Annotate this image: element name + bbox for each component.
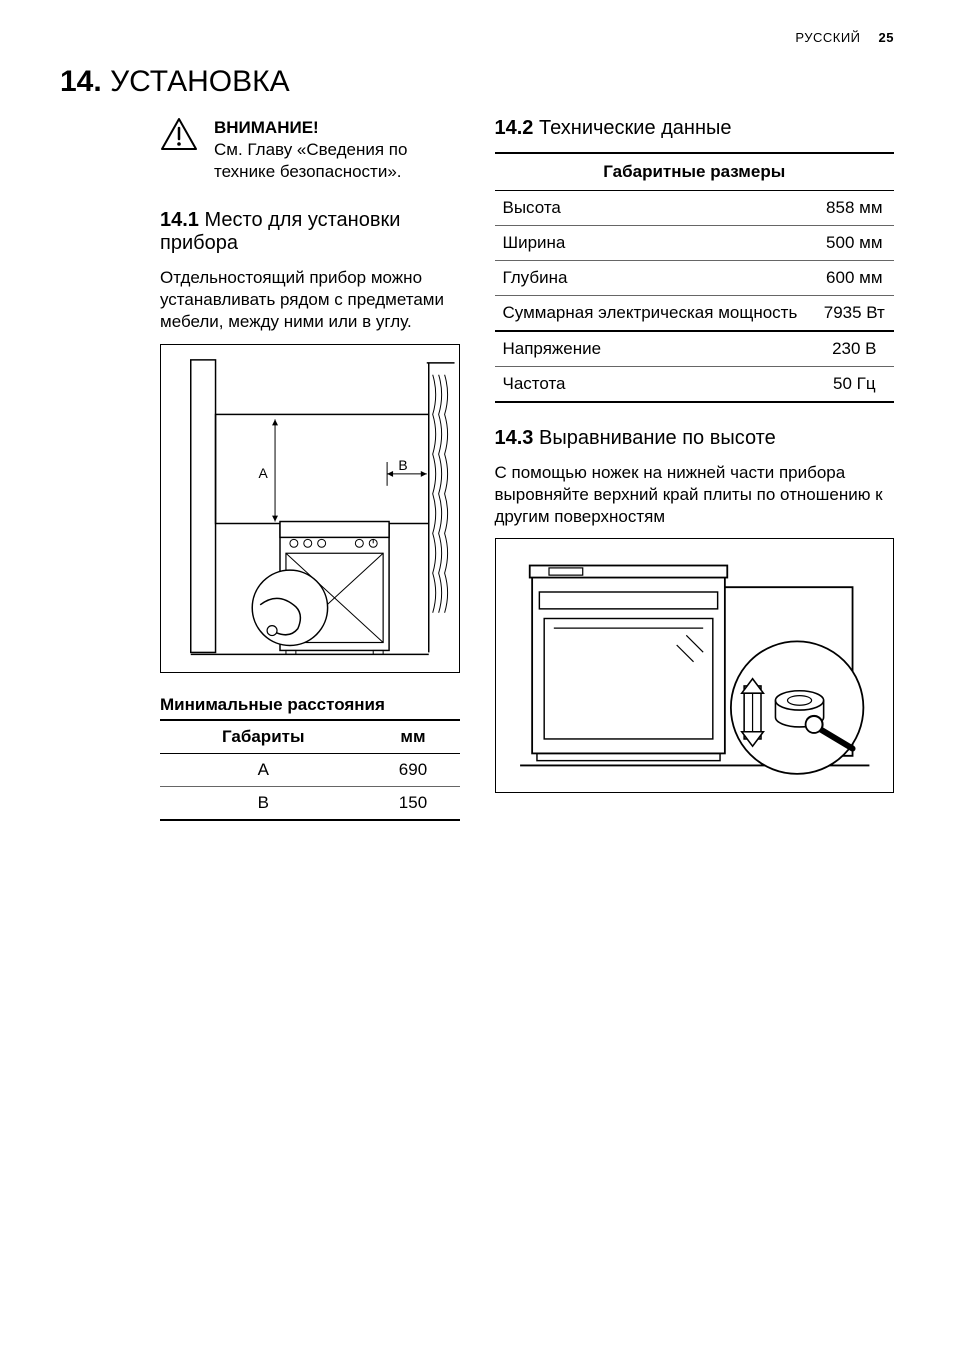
table-row: Напряжение 230 В — [495, 331, 895, 367]
subhead-14-3-title: Выравнивание по высоте — [539, 427, 776, 449]
page-header: РУССКИЙ 25 — [60, 30, 894, 45]
levelling-diagram — [495, 538, 895, 793]
section-number: 14. — [60, 65, 102, 98]
right-column: 14.2 Технические данные Габаритные разме… — [495, 117, 895, 821]
left-column: ВНИМАНИЕ! См. Главу «Сведения по технике… — [60, 117, 460, 821]
subhead-14-1: 14.1 Место для установки прибора — [160, 209, 460, 255]
subhead-14-1-number: 14.1 — [160, 209, 199, 231]
subhead-14-3-number: 14.3 — [495, 427, 534, 449]
warning-block: ВНИМАНИЕ! См. Главу «Сведения по технике… — [160, 117, 460, 183]
table-row: Глубина 600 мм — [495, 261, 895, 296]
warning-body: См. Главу «Сведения по технике безопасно… — [214, 139, 460, 183]
min-dist-col-0: Габариты — [160, 720, 366, 754]
subhead-14-3: 14.3 Выравнивание по высоте — [495, 427, 895, 450]
subhead-14-2: 14.2 Технические данные — [495, 117, 895, 140]
min-dist-col-1: мм — [366, 720, 459, 754]
specs-table: Габаритные размеры Высота 858 мм Ширина … — [495, 152, 895, 403]
installation-diagram: B A — [160, 344, 460, 673]
table-row: Частота 50 Гц — [495, 367, 895, 403]
table-row: Суммарная электрическая мощность 7935 Вт — [495, 296, 895, 332]
diagram-label-B: B — [398, 457, 407, 473]
warning-title: ВНИМАНИЕ! — [214, 117, 460, 139]
table-row: A 690 — [160, 753, 460, 786]
specs-table-title: Габаритные размеры — [495, 153, 895, 191]
table-row: Ширина 500 мм — [495, 226, 895, 261]
paragraph-14-1: Отдельностоящий прибор можно устанавлива… — [160, 267, 460, 333]
min-dist-caption: Минимальные расстояния — [160, 695, 460, 715]
warning-icon — [160, 117, 198, 183]
min-distance-table: Габариты мм A 690 B 150 — [160, 719, 460, 821]
paragraph-14-3: С помощью ножек на нижней части прибора … — [495, 462, 895, 528]
diagram-label-A: A — [259, 464, 269, 480]
header-page-number: 25 — [879, 30, 894, 45]
header-language: РУССКИЙ — [795, 30, 860, 45]
table-row: B 150 — [160, 786, 460, 820]
subhead-14-2-title: Технические данные — [539, 117, 732, 139]
table-row: Высота 858 мм — [495, 191, 895, 226]
subhead-14-2-number: 14.2 — [495, 117, 534, 139]
updown-arrow-icon — [741, 679, 763, 746]
section-title: 14. УСТАНОВКА — [60, 65, 894, 99]
section-title-text: УСТАНОВКА — [110, 65, 290, 98]
